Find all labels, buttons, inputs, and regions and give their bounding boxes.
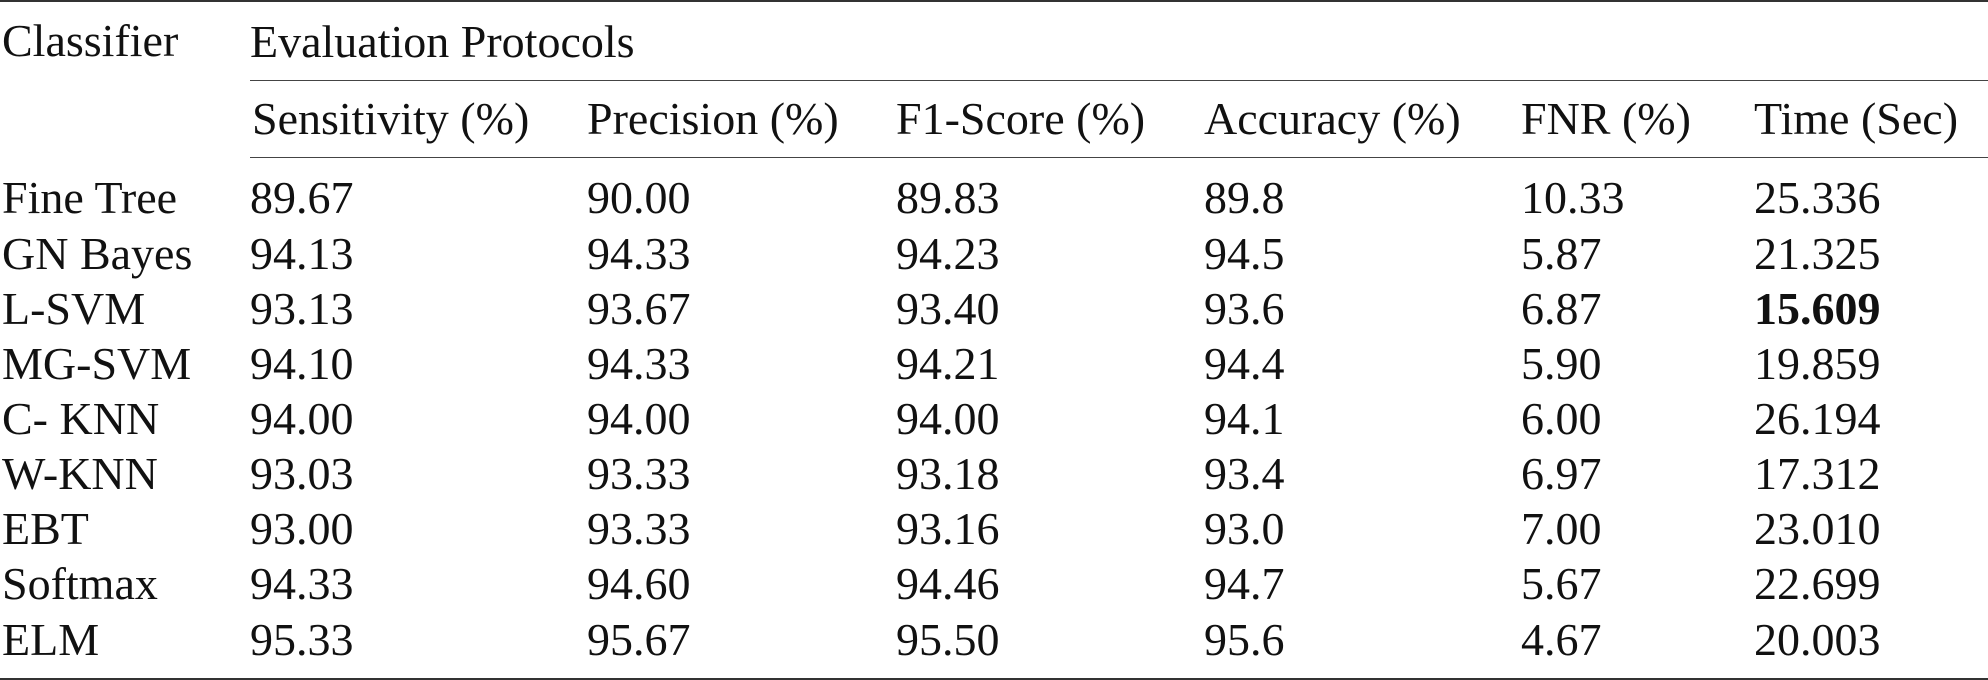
f1-score-cell: 95.50 xyxy=(896,611,1204,680)
precision-cell: 95.67 xyxy=(587,611,896,680)
time-cell: 23.010 xyxy=(1754,502,1881,554)
f1-score-cell: 94.21 xyxy=(896,337,1000,389)
column-header-accuracy: Accuracy (%) xyxy=(1204,80,1521,158)
sensitivity-cell: 95.33 xyxy=(250,611,587,680)
precision-cell: 94.33 xyxy=(587,227,691,279)
time-cell: 25.336 xyxy=(1754,172,1881,223)
time-cell: 17.312 xyxy=(1754,447,1881,499)
classifier-name-cell: EBT xyxy=(2,502,89,554)
accuracy-cell: 93.4 xyxy=(1204,447,1285,499)
sensitivity-cell: 94.00 xyxy=(250,392,354,444)
fnr-cell: 5.90 xyxy=(1521,337,1602,389)
accuracy-cell: 94.5 xyxy=(1204,227,1285,279)
sensitivity-cell: 94.10 xyxy=(250,337,354,389)
fnr-cell: 10.33 xyxy=(1521,172,1625,223)
time-cell: 26.194 xyxy=(1754,392,1881,444)
f1-score-cell: 93.16 xyxy=(896,502,1000,554)
table-row: Fine Tree 89.67 90.00 89.83 89.8 10.33 25.336 xyxy=(0,158,1988,227)
f1-score-cell: 93.18 xyxy=(896,447,1000,499)
time-cell: 21.325 xyxy=(1754,227,1881,279)
precision-cell: 94.00 xyxy=(587,392,691,444)
table-row: W-KNN 93.03 93.33 93.18 93.4 6.97 17.312 xyxy=(0,446,1988,501)
table-row: ELM 95.33 95.67 95.50 95.6 4.67 20.003 xyxy=(0,611,1988,680)
precision-cell: 93.33 xyxy=(587,447,691,499)
evaluation-protocols-header: Evaluation Protocols xyxy=(250,0,1988,81)
column-header-fnr: FNR (%) xyxy=(1521,80,1754,158)
f1-score-cell: 94.46 xyxy=(896,557,1000,609)
fnr-cell: 5.87 xyxy=(1521,227,1602,279)
table-row: L-SVM 93.13 93.67 93.40 93.6 6.87 15.609 xyxy=(0,281,1988,336)
time-cell: 15.609 xyxy=(1754,282,1881,334)
table-header: Classifier Evaluation Protocols Sensitiv… xyxy=(0,0,1988,158)
column-header-sensitivity: Sensitivity (%) xyxy=(250,80,587,158)
precision-cell: 94.33 xyxy=(587,337,691,389)
table-row: GN Bayes 94.13 94.33 94.23 94.5 5.87 21.325 xyxy=(0,226,1988,281)
accuracy-cell: 94.1 xyxy=(1204,392,1285,444)
fnr-cell: 4.67 xyxy=(1521,611,1754,680)
time-cell: 19.859 xyxy=(1754,337,1881,389)
fnr-cell: 7.00 xyxy=(1521,502,1602,554)
f1-score-cell: 93.40 xyxy=(896,282,1000,334)
table-row: Softmax 94.33 94.60 94.46 94.7 5.67 22.699 xyxy=(0,556,1988,611)
fnr-cell: 6.97 xyxy=(1521,447,1602,499)
classifier-name-cell: ELM xyxy=(0,611,250,680)
sensitivity-cell: 89.67 xyxy=(250,172,354,223)
sensitivity-cell: 93.03 xyxy=(250,447,354,499)
f1-score-cell: 94.23 xyxy=(896,227,1000,279)
sensitivity-cell: 93.00 xyxy=(250,502,354,554)
fnr-cell: 6.87 xyxy=(1521,282,1602,334)
classifier-name-cell: W-KNN xyxy=(2,447,158,499)
header-row-columns: Sensitivity (%) Precision (%) F1-Score (… xyxy=(0,80,1988,158)
time-cell: 20.003 xyxy=(1754,611,1988,680)
classifier-name-cell: GN Bayes xyxy=(2,227,193,279)
accuracy-cell: 93.0 xyxy=(1204,502,1285,554)
classifier-name-cell: MG-SVM xyxy=(2,337,192,389)
table-body: Fine Tree 89.67 90.00 89.83 89.8 10.33 25.336 G… xyxy=(0,158,1988,680)
table-row: MG-SVM 94.10 94.33 94.21 94.4 5.90 19.859 xyxy=(0,336,1988,391)
header-row-group: Classifier Evaluation Protocols xyxy=(0,0,1988,158)
accuracy-cell: 94.7 xyxy=(1204,557,1285,609)
column-header-time: Time (Sec) xyxy=(1754,80,1988,158)
table-row: EBT 93.00 93.33 93.16 93.0 7.00 23.010 xyxy=(0,501,1988,556)
sensitivity-cell: 93.13 xyxy=(250,282,354,334)
table-row: C- KNN 94.00 94.00 94.00 94.1 6.00 26.194 xyxy=(0,391,1988,446)
classifier-name-cell: Softmax xyxy=(2,557,158,609)
time-cell: 22.699 xyxy=(1754,557,1881,609)
accuracy-cell: 93.6 xyxy=(1204,282,1285,334)
accuracy-cell: 94.4 xyxy=(1204,337,1285,389)
accuracy-cell: 95.6 xyxy=(1204,611,1521,680)
column-header-f1-score: F1-Score (%) xyxy=(896,80,1204,158)
fnr-cell: 6.00 xyxy=(1521,392,1602,444)
f1-score-cell: 89.83 xyxy=(896,172,1000,223)
precision-cell: 93.33 xyxy=(587,502,691,554)
accuracy-cell: 89.8 xyxy=(1204,172,1285,223)
f1-score-cell: 94.00 xyxy=(896,392,1000,444)
column-header-precision: Precision (%) xyxy=(587,80,896,158)
classifier-header: Classifier xyxy=(0,0,250,158)
classifier-name-cell: C- KNN xyxy=(2,392,160,444)
sensitivity-cell: 94.33 xyxy=(250,557,354,609)
sensitivity-cell: 94.13 xyxy=(250,227,354,279)
precision-cell: 94.60 xyxy=(587,557,691,609)
fnr-cell: 5.67 xyxy=(1521,557,1602,609)
classifier-name-cell: Fine Tree xyxy=(2,171,178,223)
precision-cell: 93.67 xyxy=(587,282,691,334)
precision-cell: 90.00 xyxy=(587,172,691,223)
classifier-name-cell: L-SVM xyxy=(2,282,146,334)
